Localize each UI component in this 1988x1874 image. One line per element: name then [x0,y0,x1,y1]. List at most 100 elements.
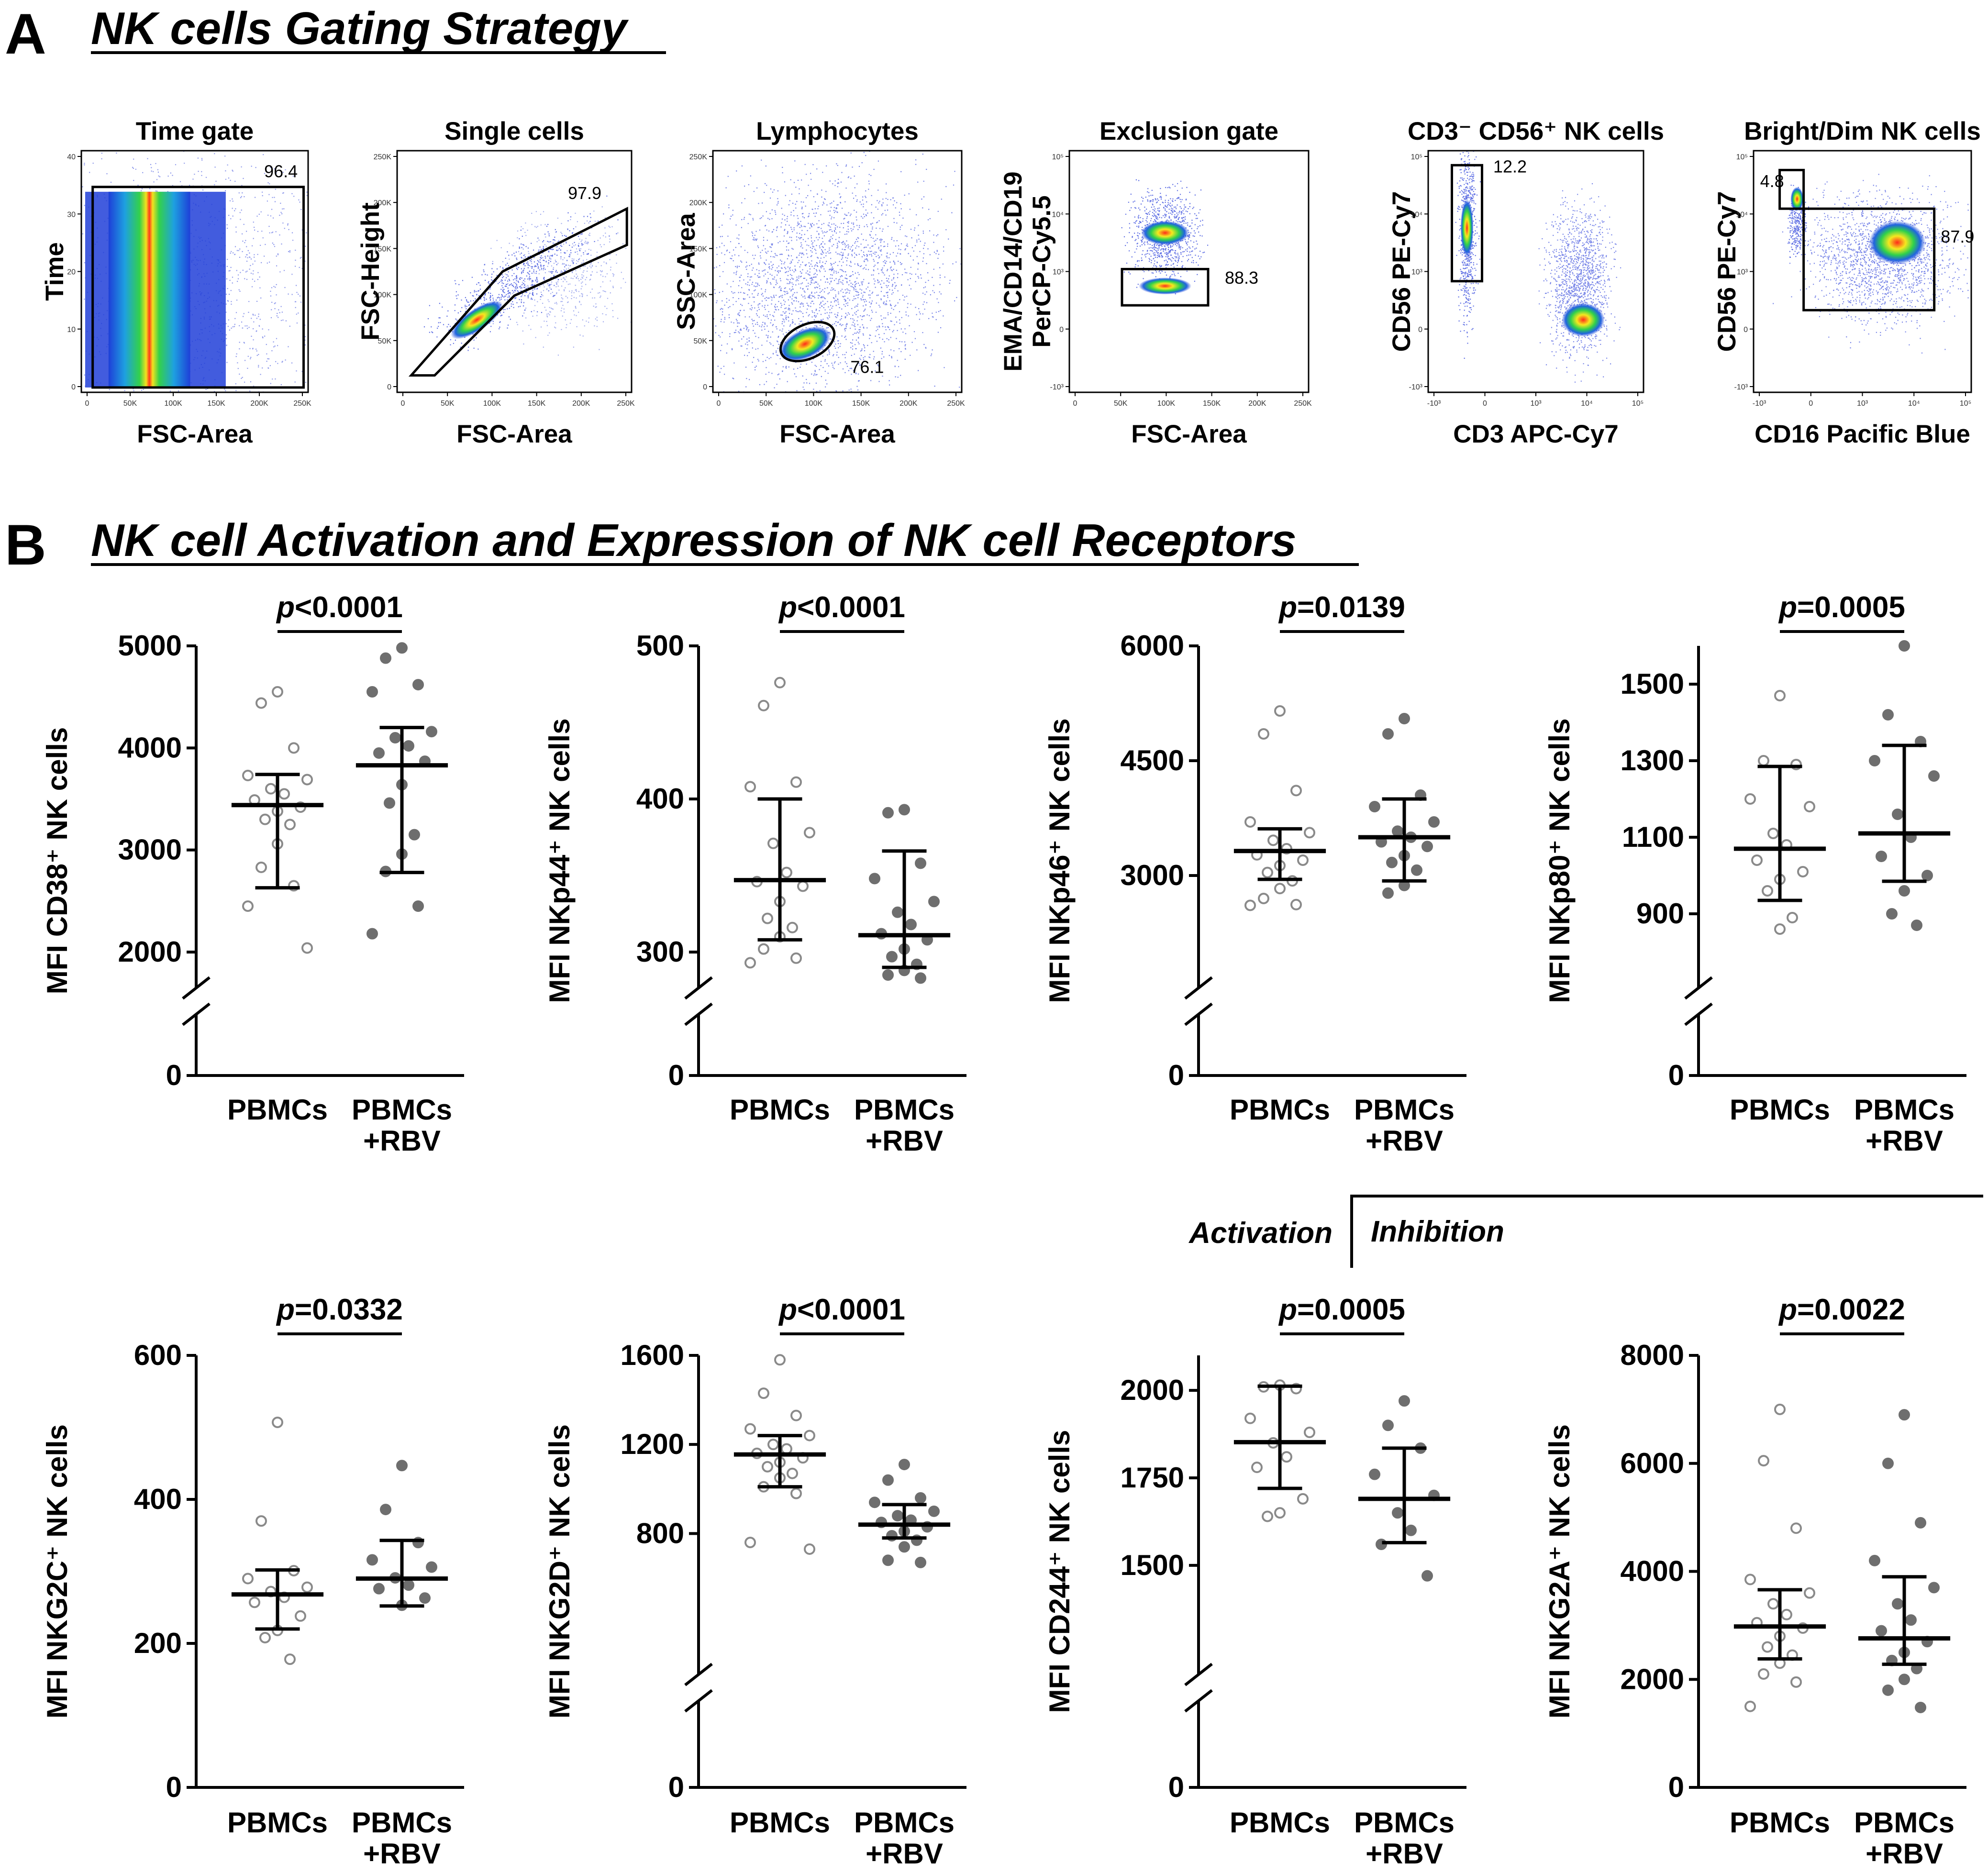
y-tick-label: 400 [636,783,684,815]
p-value: p=0.0005 [1278,1293,1405,1326]
data-point [242,1573,254,1585]
y-tick-label: 0 [1668,1059,1684,1091]
y-tick-label: 0 [1168,1059,1184,1091]
data-point [1244,816,1256,828]
p-value-symbol: p [1278,591,1297,624]
data-point [899,1541,910,1553]
data-point [804,827,815,839]
x-tick-label: 0 [401,399,405,408]
x-tick-label: 250K [1294,399,1312,408]
p-value-number: =0.0005 [1797,591,1905,624]
panel-a-title: NK cells Gating Strategy [91,3,629,54]
flow-plot-ylabel: CD56 PE-Cy7 [1713,191,1741,352]
y-tick-label: 20 [67,268,76,277]
data-point [1744,793,1756,805]
data-point [284,819,296,831]
data-point [403,740,414,752]
flow-plot-1: Time gate FSC-Area Time 0 50K 100K 150K 200K 250… [41,117,311,448]
data-point [1758,755,1769,766]
y-axis-label: MFI NKp80⁺ NK cells [1544,718,1576,1003]
data-point [1915,1701,1926,1713]
y-tick-label: 0 [71,383,76,391]
data-point [1774,1403,1786,1415]
inhibition-label: Inhibition [1371,1215,1504,1248]
data-point [403,1579,414,1591]
data-point [1399,713,1410,724]
category-label-pbmcs-rbv: PBMCs [352,1807,452,1839]
y-tick-label: 100K [689,291,708,299]
data-point [928,896,940,908]
data-point [1899,640,1910,652]
data-point [915,972,926,984]
flow-plot-ylabel: FSC-Height [356,202,385,341]
y-tick-label: 10⁴ [1410,211,1422,219]
category-label-pbmcs: PBMCs [227,1807,328,1839]
flow-plot-events [713,151,962,392]
data-point [797,880,809,892]
flow-plot-events [1121,179,1209,295]
data-point [301,1581,313,1593]
data-point [1422,841,1433,853]
data-point [373,747,385,759]
data-point [781,866,792,878]
panel-b-letter: B [5,513,46,577]
y-tick-label: -10³ [1409,383,1423,391]
category-label-pbmcs: PBMCs [730,1094,830,1126]
flow-plot-xlabel: FSC-Area [1131,420,1247,448]
data-point [272,686,283,698]
x-tick-label: 150K [1203,399,1221,408]
y-tick-label: 500 [636,630,684,662]
p-value: p=0.0022 [1778,1293,1905,1326]
gate [779,321,836,363]
y-axis-label: MFI NKG2C⁺ NK cells [41,1424,73,1719]
data-point [1790,1522,1802,1534]
x-tick-label: 10⁵ [1960,399,1971,408]
x-tick-label: -10³ [1753,399,1766,408]
flow-plot-ylabel: Time [41,242,69,301]
flow-plot-xlabel: CD3 APC-Cy7 [1453,420,1619,448]
data-point [284,1653,296,1665]
density-hotspot [779,326,831,362]
p-value-number: =0.0139 [1297,591,1405,624]
density-hotspot [1141,221,1189,245]
data-point [1882,1684,1894,1696]
data-point [1758,1668,1769,1680]
gate-bright [1778,168,1805,210]
data-point [882,969,894,981]
data-point [367,686,378,698]
x-tick-label: -10³ [1427,399,1441,408]
data-point [1258,893,1269,904]
category-label-rbv: +RBV [1366,1838,1443,1870]
p-value-number: <0.0001 [797,591,905,624]
density-hotspot [451,300,503,339]
y-tick-label: 400 [134,1483,182,1515]
data-point [1392,1507,1403,1519]
data-point [380,652,391,664]
data-point [1744,1700,1756,1712]
y-tick-label: 0 [387,383,391,391]
category-label-pbmcs: PBMCs [1730,1807,1830,1839]
y-tick-label: 10⁵ [1052,153,1064,161]
category-label-pbmcs-rbv: PBMCs [854,1807,955,1839]
data-point [787,921,798,933]
y-tick-label: 10³ [1053,268,1064,277]
axis-break-mark [1684,1002,1713,1026]
category-label-rbv: +RBV [1866,1838,1943,1870]
data-point [1781,1608,1792,1620]
y-tick-label: 0 [668,1771,684,1803]
p-value-symbol: p [276,1293,295,1326]
y-tick-label: 0 [1418,326,1422,334]
p-value: p=0.0005 [1778,591,1905,624]
gate-value-dim: 87.9 [1941,227,1974,246]
flow-plot-title: Lymphocytes [756,117,919,145]
data-point [426,726,437,738]
data-point [389,732,401,743]
y-tick-label: -10³ [1050,383,1064,391]
flow-plot-4: Exclusion gate FSC-Area EMA/CD14/CD19 PerCP… [999,117,1312,448]
gate-value-bright: 4.8 [1760,171,1784,191]
x-tick-label: 10⁴ [1581,399,1593,408]
y-tick-label: 900 [1636,898,1684,930]
x-tick-label: 10⁵ [1632,399,1644,408]
p-value-symbol: p [276,591,295,624]
